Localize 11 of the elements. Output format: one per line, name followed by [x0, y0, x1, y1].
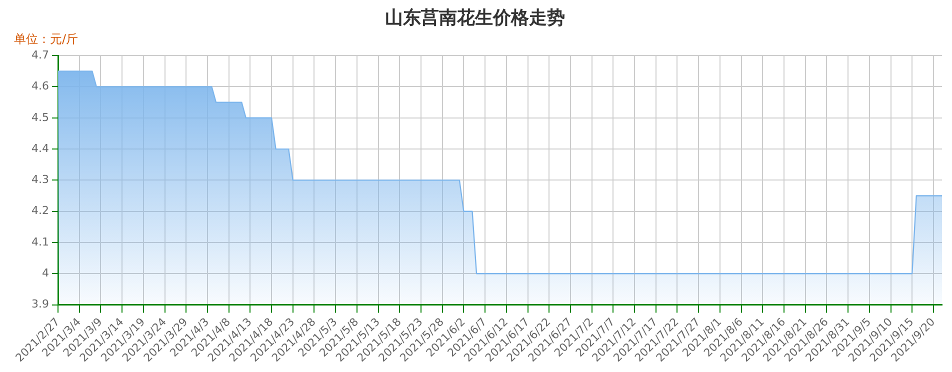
y-tick-label: 4.7 — [32, 48, 49, 62]
y-tick-label: 4.1 — [32, 235, 49, 248]
y-tick-label: 3.9 — [32, 298, 49, 311]
y-tick-label: 4.3 — [32, 173, 49, 186]
y-axis-title: 单位：元/斤 — [14, 32, 78, 46]
y-tick-label: 4.5 — [32, 110, 49, 124]
chart-title: 山东莒南花生价格走势 — [385, 7, 565, 28]
y-tick-label: 4 — [42, 266, 49, 280]
y-tick-label: 4.6 — [32, 80, 49, 93]
y-tick-label: 4.2 — [32, 204, 49, 218]
y-tick-label: 4.4 — [32, 142, 49, 155]
